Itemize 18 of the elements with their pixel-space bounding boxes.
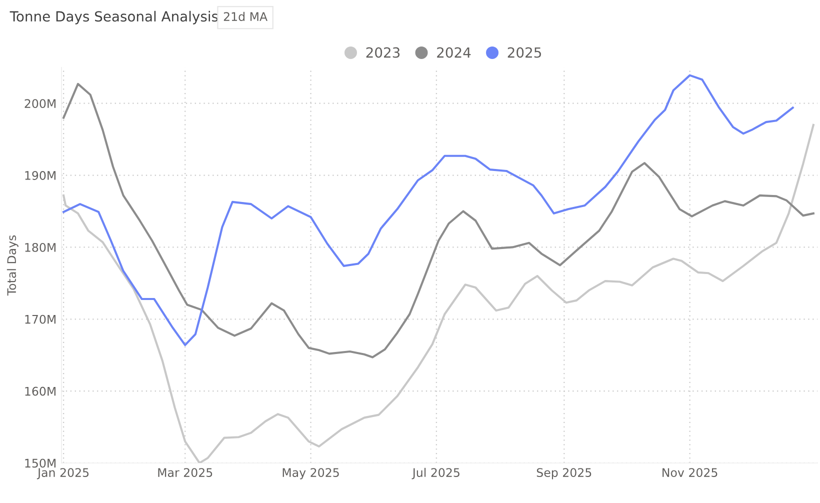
x-tick-label: Sep 2025 <box>536 468 592 480</box>
x-tick-label: Mar 2025 <box>158 468 212 478</box>
legend-label: 2024 <box>437 47 471 58</box>
y-axis-title: Total Days <box>6 235 18 296</box>
legend-label: 2025 <box>508 47 541 58</box>
y-tick-label: 200M <box>24 99 56 108</box>
legend-label: 2023 <box>366 47 400 58</box>
y-tick-label: 160M <box>25 386 56 396</box>
chart-title: Tonne Days Seasonal Analysis <box>10 10 218 24</box>
y-tick-label: 180M <box>25 242 56 252</box>
y-tick-label: 170M <box>25 314 56 324</box>
x-tick-label: Nov 2025 <box>662 468 718 478</box>
y-tick-label: 150M <box>25 458 56 468</box>
x-tick-label: Jul 2025 <box>412 468 460 480</box>
x-tick-label: May 2025 <box>282 468 339 480</box>
y-tick-label: 190M <box>25 171 56 180</box>
text: 21d MA <box>224 12 268 22</box>
x-tick-label: Jan 2025 <box>36 468 89 480</box>
